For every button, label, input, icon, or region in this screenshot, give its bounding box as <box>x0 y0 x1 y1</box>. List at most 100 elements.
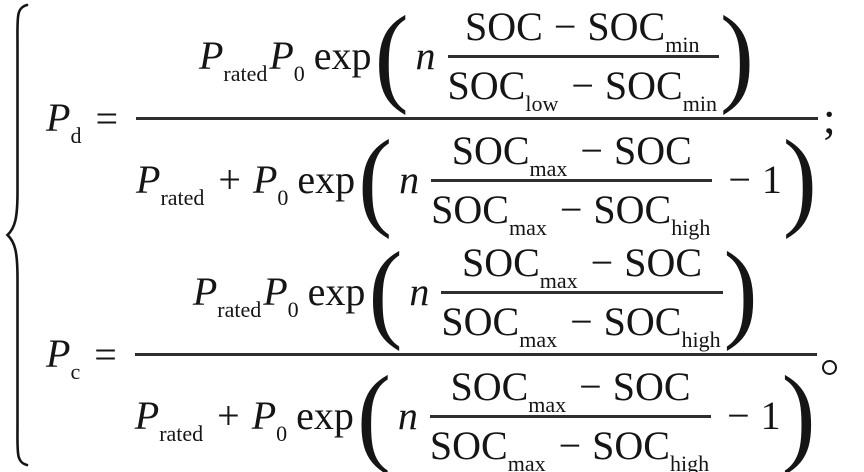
soc: SOC <box>431 186 509 232</box>
minus-sign: − <box>570 298 593 344</box>
subscript-rated: rated <box>223 61 268 86</box>
main-numerator: Prated P0 exp ( n SOCmax − SOC SOCmax <box>192 230 759 353</box>
soc-high: SOChigh <box>593 186 712 239</box>
var-n: n <box>397 393 418 438</box>
subscript-c: c <box>70 359 81 384</box>
subscript-high: high <box>669 450 710 472</box>
main-fraction-bar <box>134 352 817 356</box>
var-p: P <box>252 157 278 202</box>
subscript-0: 0 <box>287 297 299 322</box>
soc-low: SOClow <box>448 62 561 115</box>
var-p: P <box>136 157 161 202</box>
var-n: n <box>415 33 436 78</box>
minus-sign: − <box>728 157 751 202</box>
equation-charge-power: Pc = Prated P0 exp ( n SOCmax − SOC <box>30 236 864 472</box>
minus-sign: − <box>590 239 614 285</box>
inner-numerator: SOC − SOCmin <box>465 3 701 56</box>
open-paren: ( <box>368 230 403 353</box>
p-rated: Prated <box>192 268 263 321</box>
p-zero: P0 <box>269 32 306 85</box>
lhs-p-d: Pd <box>46 94 83 147</box>
soc: SOC <box>613 127 692 173</box>
soc: SOC <box>451 127 530 173</box>
fraction-bar <box>447 54 719 58</box>
ideographic-full-stop <box>821 359 837 375</box>
soc-min: SOCmin <box>587 3 701 56</box>
inner-fraction: SOCmax − SOC SOCmax − SOChigh <box>441 239 723 351</box>
subscript-min: min <box>682 90 717 116</box>
fraction-bar <box>441 290 723 294</box>
soc: SOC <box>587 3 666 49</box>
subscript-max: max <box>539 267 578 293</box>
plus-sign: + <box>218 157 241 202</box>
soc: SOC <box>450 363 529 409</box>
soc: SOC <box>441 298 520 344</box>
main-denominator: Prated + P0 exp ( n SOCmax − SOC <box>136 118 818 241</box>
soc: SOC <box>461 239 540 285</box>
open-paren: ( <box>358 118 393 241</box>
p-zero: P0 <box>263 268 300 321</box>
inner-numerator: SOCmax − SOC <box>461 239 703 292</box>
var-p: P <box>269 33 294 78</box>
subscript-0: 0 <box>293 61 305 86</box>
subscript-rated: rated <box>217 297 262 322</box>
close-paren: ) <box>781 354 816 472</box>
exp-function: exp <box>297 157 356 202</box>
main-denominator: Prated + P0 exp ( n SOCmax − SOC <box>134 354 817 472</box>
minus-sign: − <box>579 363 602 409</box>
subscript-min: min <box>665 31 700 57</box>
subscript-max: max <box>519 326 558 352</box>
fraction-bar <box>431 178 713 182</box>
subscript-max: max <box>528 391 567 417</box>
main-fraction: Prated P0 exp ( n SOC − SOCmin SOClow <box>136 0 818 241</box>
soc: SOC <box>604 62 683 108</box>
close-paren: ) <box>719 0 754 117</box>
soc: SOC <box>603 298 682 344</box>
p-rated: Prated <box>198 32 269 85</box>
inner-denominator: SOCmax − SOChigh <box>441 298 723 351</box>
var-p: P <box>192 269 218 314</box>
inner-numerator: SOCmax − SOC <box>450 363 691 416</box>
soc: SOC <box>465 3 543 49</box>
soc: SOC <box>612 363 691 409</box>
subscript-high: high <box>671 214 711 240</box>
soc: SOC <box>624 239 703 285</box>
var-p: P <box>198 33 224 78</box>
subscript-max: max <box>529 155 568 181</box>
minus-sign: − <box>559 186 583 232</box>
subscript-rated: rated <box>160 185 205 210</box>
open-paren: ( <box>374 0 409 117</box>
curly-brace-glyph <box>5 3 29 467</box>
close-paren: ) <box>782 118 817 241</box>
minus-sign: − <box>727 393 750 438</box>
equals-sign: = <box>95 95 118 141</box>
var-n: n <box>399 157 420 202</box>
main-numerator: Prated P0 exp ( n SOC − SOCmin SOClow <box>198 0 755 117</box>
number-one: 1 <box>760 393 781 438</box>
soc-max: SOCmax <box>441 298 559 351</box>
open-paren: ( <box>356 354 391 472</box>
p-rated: Prated <box>134 392 205 445</box>
equation-system: Pd = Prated P0 exp ( n SOC − SOCmin <box>30 0 864 472</box>
p-zero: P0 <box>252 392 289 445</box>
exp-function: exp <box>313 33 372 78</box>
soc: SOC <box>593 186 672 232</box>
var-n: n <box>409 269 430 314</box>
soc-max: SOCmax <box>451 127 570 180</box>
subscript-low: low <box>525 90 559 116</box>
var-p: P <box>134 393 160 438</box>
minus-sign: − <box>553 3 577 49</box>
main-fraction: Prated P0 exp ( n SOCmax − SOC SOCmax <box>134 230 817 472</box>
close-paren: ) <box>723 230 758 353</box>
main-fraction-bar <box>136 116 818 120</box>
plus-sign: + <box>217 393 240 438</box>
subscript-rated: rated <box>159 421 204 446</box>
soc-min: SOCmin <box>604 62 719 115</box>
p-rated: Prated <box>136 156 206 209</box>
soc-high: SOChigh <box>603 298 723 351</box>
inner-fraction: SOCmax − SOC SOCmax − SOChigh <box>431 127 713 239</box>
subscript-max: max <box>507 450 546 472</box>
soc-high: SOChigh <box>592 422 711 472</box>
soc: SOC <box>429 422 508 468</box>
